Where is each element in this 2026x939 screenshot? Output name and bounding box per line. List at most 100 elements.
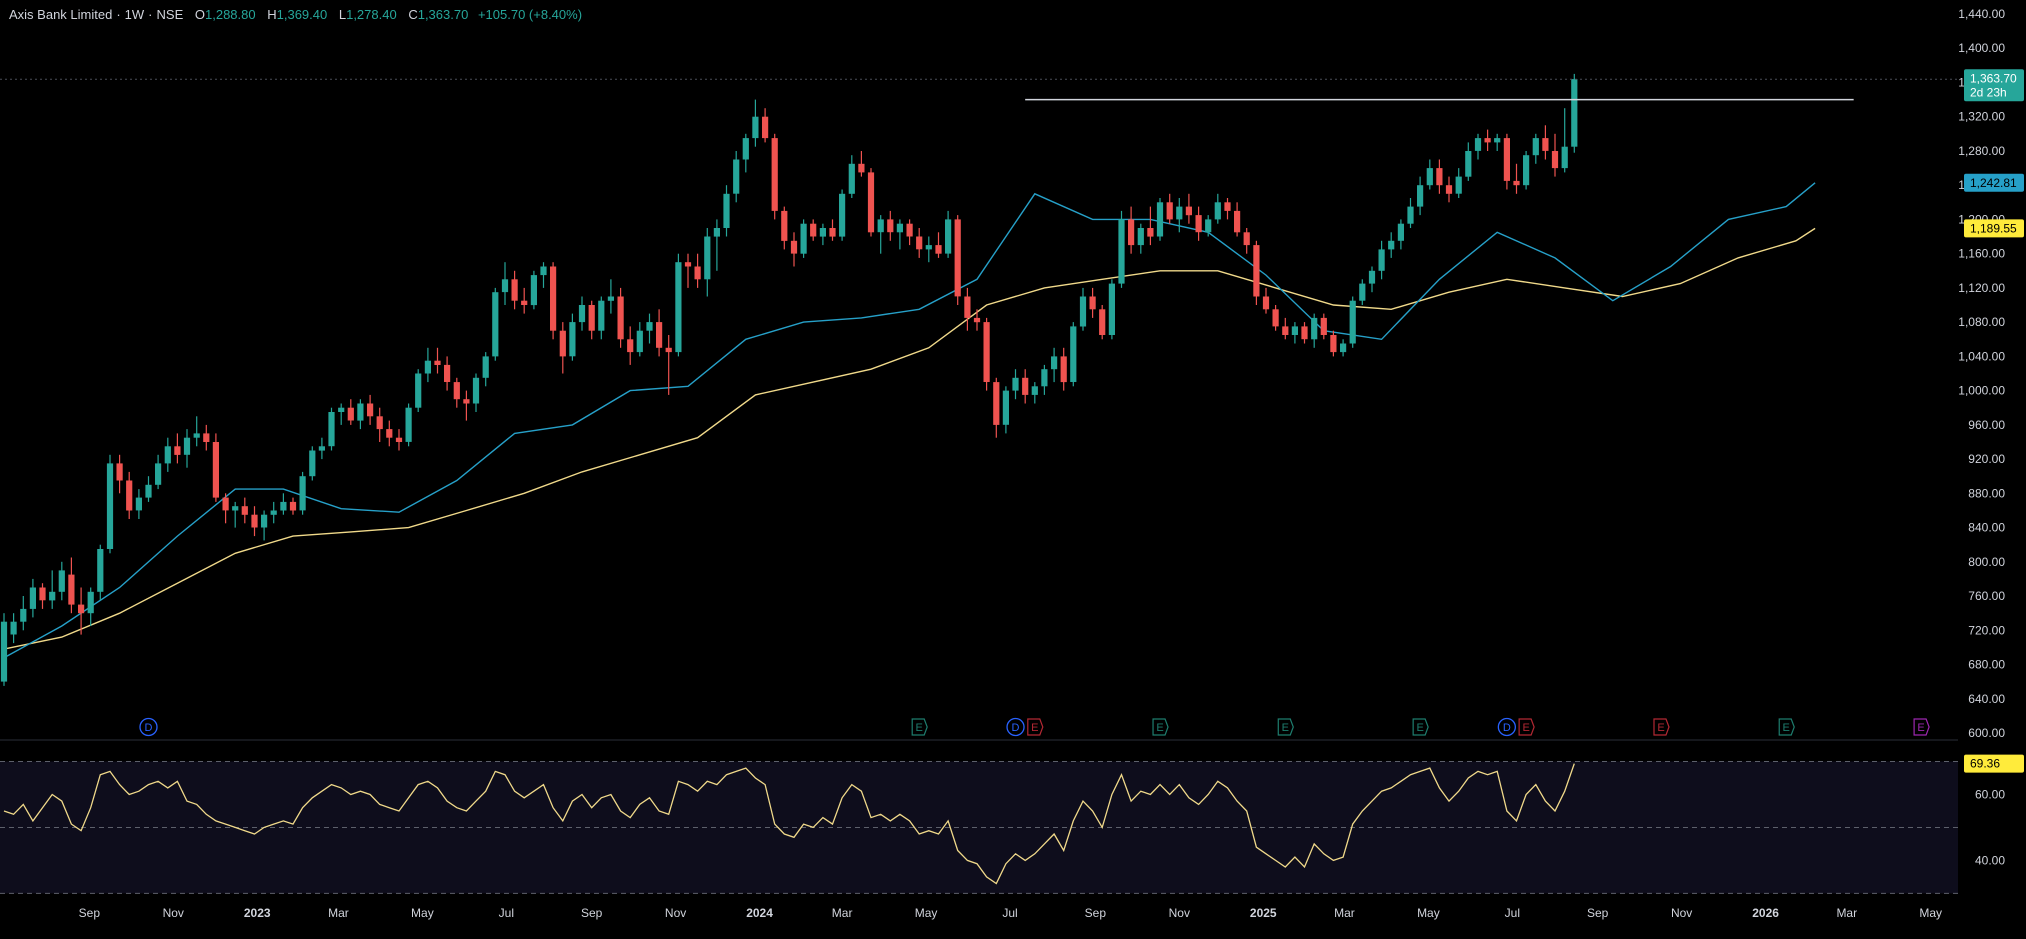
candle [578,296,586,331]
candle [1320,313,1327,340]
time-tick-label: Mar [1334,906,1355,920]
earnings-marker[interactable]: E [1653,718,1670,736]
candle-body [58,570,65,592]
earnings-icon-label: E [1917,722,1924,734]
candle [896,219,903,250]
earnings-marker[interactable]: E [1518,718,1535,736]
candle [241,497,248,524]
time-tick-label: 2025 [1250,906,1277,920]
candle-body [1465,151,1472,177]
candle [1272,305,1279,331]
candle [1368,266,1376,293]
candle [338,403,345,425]
earnings-icon [1913,718,1930,736]
price-tick-label: 720.00 [1968,623,2005,637]
candle [1465,142,1472,181]
earnings-icon [1412,718,1429,736]
candle-body [405,407,412,442]
candle-body [10,621,17,635]
candle [1426,159,1433,190]
price-tick-label: 1,000.00 [1958,384,2005,398]
symbol-name[interactable]: Axis Bank Limited [9,7,113,22]
candle [1378,240,1385,280]
time-tick-label: Jul [1002,906,1017,920]
candle [1474,133,1482,160]
candle [1205,215,1212,237]
candle-body [1551,151,1559,169]
candle-body [723,193,730,228]
candle-body [1243,232,1250,246]
candle [511,270,518,310]
interval-label[interactable]: 1W [124,7,145,22]
candle [492,287,499,361]
price-tick-label: 840.00 [1968,521,2005,535]
earnings-marker[interactable]: E [1152,718,1169,736]
time-axis[interactable]: Sep Nov 2023 Mar May Jul Sep Nov 2024 Mar May Jul Se… [79,906,1942,920]
candle-body [973,317,981,323]
earnings-marker[interactable]: E [1277,718,1294,736]
countdown-tag-text: 2d 23h [1970,85,2007,99]
candle [116,454,123,494]
candle [1108,279,1115,340]
candle [1551,133,1559,177]
candle [1041,364,1048,395]
candle [328,407,335,451]
overlays [0,78,1958,101]
candle-body [1051,356,1058,370]
candle [367,394,374,425]
candle-body [1571,79,1578,147]
time-tick-label: Mar [328,906,349,920]
candle [819,223,826,246]
earnings-marker[interactable]: E [911,718,928,736]
candle [839,189,846,241]
candle-body [395,437,403,442]
price-tick-label: 1,040.00 [1958,349,2005,363]
candle-body [1147,228,1154,237]
candle-body [1118,219,1125,284]
candle [598,296,605,340]
candle [1417,176,1424,216]
candle [617,287,624,348]
dividend-marker[interactable]: D [1006,717,1025,737]
dividend-marker[interactable]: D [139,717,158,737]
candle [193,416,200,447]
candle-body [896,223,903,233]
candle-body [212,442,219,498]
earnings-icon [1778,718,1795,736]
candle [1513,163,1520,194]
time-tick-label: 2023 [244,906,271,920]
candle [1330,330,1337,357]
dividend-icon [1006,717,1025,737]
earnings-marker[interactable]: E [1778,718,1795,736]
candle [665,335,672,395]
rsi-axis[interactable]: 60.00 40.00 [1975,787,2005,867]
candle-body [1253,245,1260,297]
candle [1214,193,1221,224]
candle [1542,125,1549,160]
time-tick-label: Sep [79,906,101,920]
candle [318,437,325,460]
earnings-marker[interactable]: E [1913,718,1930,736]
candle [1185,193,1192,224]
candle [386,420,393,447]
candle [1089,287,1096,318]
candle [790,232,798,267]
earnings-marker[interactable]: E [1412,718,1429,736]
candle [1388,232,1395,258]
candle-body [598,300,605,331]
candle-body [588,305,595,331]
high-label: H [267,7,277,22]
candle-body [540,266,547,276]
dividend-marker[interactable]: D [1497,717,1517,737]
candle-body [665,347,672,353]
time-tick-label: Sep [1085,906,1107,920]
candle-body [1455,176,1462,194]
earnings-marker[interactable]: E [1027,718,1044,736]
candle [867,168,875,237]
candle [521,287,528,314]
candle [1253,240,1260,305]
candle-body [1311,317,1318,340]
candle-body [771,138,778,211]
